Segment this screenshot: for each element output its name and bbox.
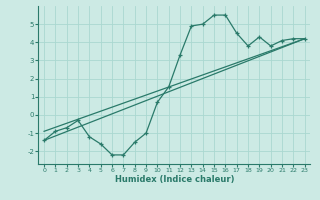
X-axis label: Humidex (Indice chaleur): Humidex (Indice chaleur) bbox=[115, 175, 234, 184]
